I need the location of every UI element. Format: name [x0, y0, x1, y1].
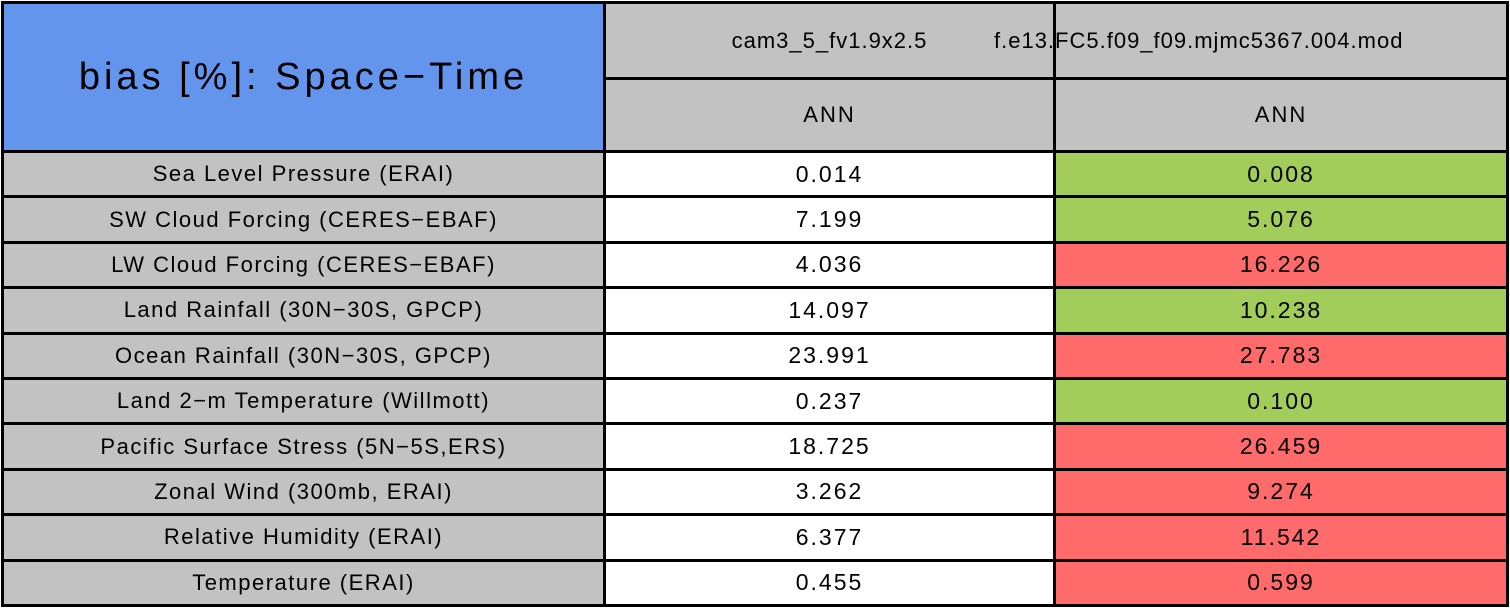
table-row: SW Cloud Forcing (CERES−EBAF) 7.199 5.076 — [1, 195, 1509, 244]
row-label: LW Cloud Forcing (CERES−EBAF) — [1, 240, 606, 290]
table-title: bias [%]: Space−Time — [78, 55, 529, 98]
season-header-cell-2: ANN — [1053, 77, 1509, 153]
model-name-2-wrap: f.e13.FC5.f09_f09.mjmc5367.004.mod — [994, 6, 1506, 76]
value-cell: 14.097 — [603, 286, 1056, 335]
season-label-1: ANN — [803, 102, 856, 127]
row-label: Ocean Rainfall (30N−30S, GPCP) — [1, 331, 606, 380]
row-label: SW Cloud Forcing (CERES−EBAF) — [1, 195, 606, 244]
row-label: Zonal Wind (300mb, ERAI) — [1, 467, 606, 517]
value-cell: 0.237 — [603, 376, 1056, 426]
value-cell: 5.076 — [1053, 195, 1509, 244]
value-cell: 0.014 — [603, 149, 1056, 199]
value-cell: 0.100 — [1053, 376, 1509, 426]
table-row: Zonal Wind (300mb, ERAI) 3.262 9.274 — [1, 467, 1509, 517]
value-cell: 0.008 — [1053, 149, 1509, 199]
table-title-cell: bias [%]: Space−Time — [1, 1, 606, 153]
value-cell: 11.542 — [1053, 513, 1509, 562]
value-cell: 7.199 — [603, 195, 1056, 244]
row-label: Temperature (ERAI) — [1, 558, 606, 608]
value-cell: 26.459 — [1053, 422, 1509, 471]
value-cell: 4.036 — [603, 240, 1056, 290]
table-row: Land Rainfall (30N−30S, GPCP) 14.097 10.23… — [1, 286, 1509, 335]
row-label: Sea Level Pressure (ERAI) — [1, 149, 606, 199]
value-cell: 0.599 — [1053, 558, 1509, 608]
model-name-1: cam3_5_fv1.9x2.5 — [731, 27, 928, 53]
table-row: Temperature (ERAI) 0.455 0.599 — [1, 558, 1509, 608]
season-label-2: ANN — [1254, 102, 1308, 127]
table-row: Relative Humidity (ERAI) 6.377 11.542 — [1, 513, 1509, 562]
value-cell: 3.262 — [603, 467, 1056, 517]
table-row: Sea Level Pressure (ERAI) 0.014 0.008 — [1, 149, 1509, 199]
table-header: bias [%]: Space−Time cam3_5_fv1.9x2.5 f.… — [1, 1, 1509, 153]
header-row-seasons: ANN ANN — [3, 77, 1509, 153]
table-row: Ocean Rainfall (30N−30S, GPCP) 23.991 27.7… — [1, 331, 1509, 380]
model-header-cell-1: cam3_5_fv1.9x2.5 — [603, 1, 1056, 80]
table-row: Pacific Surface Stress (5N−5S,ERS) 18.725… — [1, 422, 1509, 471]
value-cell: 27.783 — [1053, 331, 1509, 380]
value-cell: 16.226 — [1053, 240, 1509, 290]
value-cell: 6.377 — [603, 513, 1056, 562]
table-row: Land 2−m Temperature (Willmott) 0.237 0.10… — [1, 376, 1509, 426]
value-cell: 10.238 — [1053, 286, 1509, 335]
table-body: Sea Level Pressure (ERAI) 0.014 0.008 SW Cl… — [1, 149, 1509, 608]
value-cell: 0.455 — [603, 558, 1056, 608]
header-row-models: bias [%]: Space−Time cam3_5_fv1.9x2.5 f.… — [1, 1, 1509, 153]
value-cell: 9.274 — [1053, 467, 1509, 517]
row-label: Land Rainfall (30N−30S, GPCP) — [1, 286, 606, 335]
value-cell: 23.991 — [603, 331, 1056, 380]
model-header-cell-2: f.e13.FC5.f09_f09.mjmc5367.004.mod — [994, 1, 1509, 80]
value-cell: 18.725 — [603, 422, 1056, 471]
row-label: Relative Humidity (ERAI) — [1, 513, 606, 562]
season-header-cell-1: ANN — [603, 77, 1056, 153]
model-name-2: f.e13.FC5.f09_f09.mjmc5367.004.mod — [994, 27, 1404, 53]
table-row: LW Cloud Forcing (CERES−EBAF) 4.036 16.226 — [1, 240, 1509, 290]
row-label: Land 2−m Temperature (Willmott) — [1, 376, 606, 426]
row-label: Pacific Surface Stress (5N−5S,ERS) — [1, 422, 606, 471]
